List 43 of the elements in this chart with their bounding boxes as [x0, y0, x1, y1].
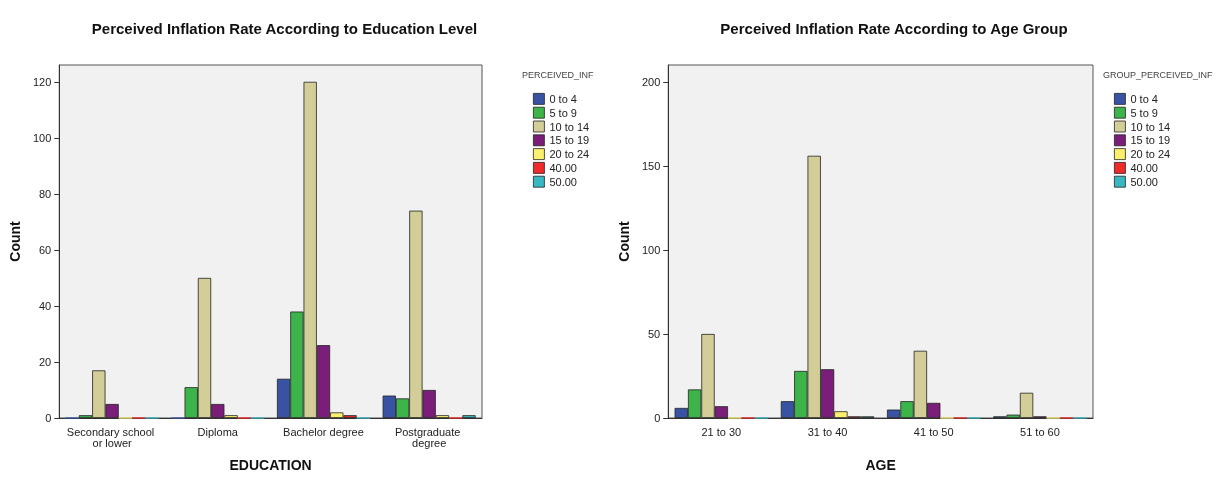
x-tick-label: 51 to 60 [1020, 425, 1060, 438]
y-tick-label: 120 [32, 75, 52, 88]
legend-title: GROUP_PERCEIVED_INF [1103, 69, 1214, 80]
x-tick-label: 41 to 50 [913, 425, 954, 438]
x-tick-label: Secondary school or lower [66, 425, 158, 449]
y-tick-label: 20 [39, 355, 52, 368]
y-tick-label: 80 [39, 187, 52, 200]
legend-label: 50.00 [1130, 175, 1158, 188]
legend-label: 10 to 14 [1130, 120, 1171, 133]
legend-label: 15 to 19 [549, 134, 590, 147]
chart-title: Perceived Inflation Rate According to Education Level [91, 20, 478, 37]
y-tick-label: 150 [641, 159, 661, 172]
y-tick-label: 100 [32, 131, 52, 144]
x-tick-label: 21 to 30 [701, 425, 742, 438]
legend-label: 10 to 14 [549, 120, 590, 133]
x-tick-label: 31 to 40 [807, 425, 848, 438]
legend-label: 20 to 24 [1130, 148, 1171, 161]
y-tick-label: 0 [654, 412, 661, 424]
y-tick-label: 40 [39, 299, 52, 312]
legend-label: 50.00 [549, 175, 577, 188]
bar [462, 415, 476, 418]
y-axis-title: Count [616, 220, 632, 262]
legend-label: 0 to 4 [549, 92, 577, 105]
legend-label: 40.00 [549, 161, 577, 174]
y-axis-title: Count [7, 220, 23, 262]
chart-title: Perceived Inflation Rate According to Age Group [720, 20, 1068, 37]
legend-label: 5 to 9 [1130, 106, 1158, 119]
legend-label: 40.00 [1130, 161, 1158, 174]
legend-label: 15 to 19 [1130, 134, 1171, 147]
x-axis-title: EDUCATION [229, 457, 312, 473]
legend-label: 20 to 24 [549, 148, 590, 161]
y-tick-label: 50 [648, 327, 661, 340]
x-tick-label: Diploma [197, 425, 239, 438]
legend-label: 0 to 4 [1130, 92, 1158, 105]
x-tick-label: Postgraduate degree [394, 425, 464, 449]
y-tick-label: 100 [641, 243, 661, 256]
legend-title: PERCEIVED_INF [522, 69, 595, 80]
y-tick-label: 200 [641, 75, 661, 88]
y-tick-label: 0 [45, 412, 52, 424]
y-tick-label: 60 [39, 243, 52, 256]
x-axis-title: AGE [865, 457, 896, 473]
x-tick-label: Bachelor degree [283, 425, 364, 438]
legend-label: 5 to 9 [549, 106, 577, 119]
